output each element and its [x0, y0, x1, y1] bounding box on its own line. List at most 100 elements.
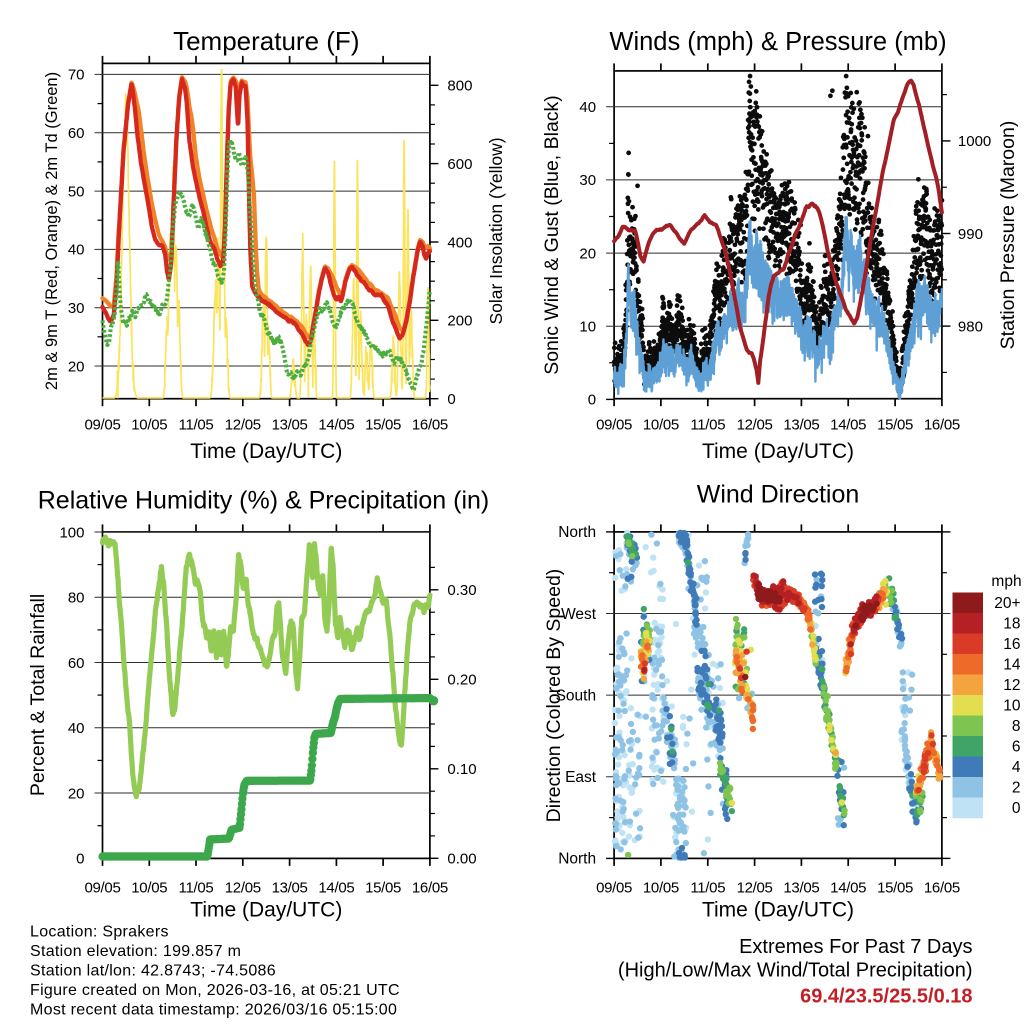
svg-text:Solar Insolation (Yellow): Solar Insolation (Yellow): [486, 137, 506, 324]
svg-text:14/05: 14/05: [830, 417, 866, 434]
svg-text:10: 10: [579, 319, 596, 336]
svg-text:Wind Direction: Wind Direction: [697, 481, 860, 509]
svg-text:0: 0: [447, 391, 455, 408]
svg-text:14/05: 14/05: [318, 417, 354, 434]
svg-text:16/05: 16/05: [412, 879, 448, 896]
svg-text:11/05: 11/05: [179, 879, 214, 896]
svg-text:0: 0: [1012, 800, 1021, 817]
svg-text:200: 200: [447, 313, 472, 330]
svg-text:Temperature (F): Temperature (F): [173, 26, 359, 56]
svg-text:16/05: 16/05: [924, 879, 960, 896]
svg-text:0.00: 0.00: [447, 851, 476, 868]
svg-text:Sonic Wind & Gust (Blue, Black: Sonic Wind & Gust (Blue, Black): [541, 95, 563, 375]
svg-text:13/05: 13/05: [272, 879, 308, 896]
svg-text:North: North: [558, 851, 596, 868]
svg-text:12/05: 12/05: [225, 417, 261, 434]
svg-text:Relative Humidity (%) & Precip: Relative Humidity (%) & Precipitation (i…: [38, 487, 490, 515]
svg-text:100: 100: [59, 524, 84, 541]
svg-text:mph: mph: [991, 573, 1021, 590]
svg-text:Station lat/lon: 42.8743; -74.: Station lat/lon: 42.8743; -74.5086: [30, 963, 276, 980]
svg-text:11/05: 11/05: [690, 417, 725, 434]
svg-text:North: North: [558, 524, 596, 541]
svg-text:Time (Day/UTC): Time (Day/UTC): [702, 899, 854, 922]
svg-text:69.4/23.5/25.5/0.18: 69.4/23.5/25.5/0.18: [800, 985, 972, 1007]
svg-text:20: 20: [579, 245, 596, 262]
svg-text:09/05: 09/05: [84, 879, 120, 896]
svg-text:12/05: 12/05: [737, 417, 773, 434]
svg-text:980: 980: [958, 318, 983, 335]
svg-text:12/05: 12/05: [737, 879, 773, 896]
svg-text:Time (Day/UTC): Time (Day/UTC): [190, 440, 342, 463]
svg-text:60: 60: [68, 125, 85, 142]
svg-text:Most recent data timestamp: 20: Most recent data timestamp: 2026/03/16 0…: [30, 1002, 397, 1019]
svg-text:09/05: 09/05: [596, 879, 632, 896]
svg-text:(High/Low/Max Wind/Total Preci: (High/Low/Max Wind/Total Precipitation): [618, 959, 973, 981]
svg-text:14/05: 14/05: [318, 879, 354, 896]
svg-text:10: 10: [1003, 698, 1021, 715]
svg-text:Station elevation: 199.857 m: Station elevation: 199.857 m: [30, 943, 241, 960]
svg-text:15/05: 15/05: [365, 879, 401, 896]
svg-text:16/05: 16/05: [924, 417, 960, 434]
svg-text:12/05: 12/05: [225, 879, 261, 896]
svg-text:Percent & Total Rainfall: Percent & Total Rainfall: [27, 594, 49, 796]
svg-text:80: 80: [68, 590, 85, 607]
svg-text:600: 600: [447, 156, 472, 173]
svg-text:09/05: 09/05: [84, 417, 120, 434]
svg-text:Figure created on Mon, 2026-03: Figure created on Mon, 2026-03-16, at 05…: [30, 982, 400, 999]
svg-text:Extremes For Past 7 Days: Extremes For Past 7 Days: [739, 936, 972, 958]
svg-text:20: 20: [68, 785, 85, 802]
svg-text:South: South: [556, 687, 597, 704]
svg-text:West: West: [561, 606, 597, 623]
svg-text:0.30: 0.30: [447, 582, 476, 599]
svg-text:1000: 1000: [958, 133, 991, 150]
svg-text:8: 8: [1012, 718, 1021, 735]
svg-text:14: 14: [1003, 657, 1021, 674]
svg-text:Location: Sprakers: Location: Sprakers: [30, 924, 169, 941]
svg-text:10/05: 10/05: [131, 417, 167, 434]
svg-text:16/05: 16/05: [412, 417, 448, 434]
svg-text:40: 40: [68, 720, 85, 737]
svg-text:Direction (Colored By Speed): Direction (Colored By Speed): [543, 569, 565, 823]
svg-text:15/05: 15/05: [877, 879, 913, 896]
svg-text:Time (Day/UTC): Time (Day/UTC): [190, 899, 342, 922]
svg-text:Time (Day/UTC): Time (Day/UTC): [702, 440, 854, 463]
svg-text:10/05: 10/05: [643, 417, 679, 434]
svg-text:0.10: 0.10: [447, 761, 476, 778]
svg-text:2: 2: [1012, 780, 1021, 797]
svg-text:0.20: 0.20: [447, 672, 476, 689]
svg-text:30: 30: [579, 172, 596, 189]
svg-text:30: 30: [68, 300, 85, 317]
svg-text:13/05: 13/05: [783, 879, 819, 896]
svg-text:11/05: 11/05: [690, 879, 725, 896]
svg-text:13/05: 13/05: [783, 417, 819, 434]
svg-text:16: 16: [1003, 636, 1020, 653]
svg-text:20: 20: [68, 358, 85, 375]
svg-text:4: 4: [1012, 759, 1021, 776]
svg-text:6: 6: [1012, 739, 1021, 756]
svg-text:400: 400: [447, 234, 472, 251]
svg-text:13/05: 13/05: [272, 417, 308, 434]
svg-text:70: 70: [68, 67, 85, 84]
svg-text:East: East: [565, 769, 597, 786]
svg-text:Station Pressure (Maroon): Station Pressure (Maroon): [997, 121, 1019, 350]
svg-text:18: 18: [1003, 616, 1020, 633]
svg-text:800: 800: [447, 78, 472, 95]
svg-text:11/05: 11/05: [179, 417, 214, 434]
svg-text:09/05: 09/05: [596, 417, 632, 434]
svg-text:15/05: 15/05: [877, 417, 913, 434]
svg-text:12: 12: [1003, 677, 1020, 694]
svg-text:40: 40: [68, 242, 85, 259]
svg-text:990: 990: [958, 226, 983, 243]
svg-text:20+: 20+: [994, 595, 1020, 612]
svg-text:15/05: 15/05: [365, 417, 401, 434]
svg-text:14/05: 14/05: [830, 879, 866, 896]
svg-text:10/05: 10/05: [643, 879, 679, 896]
svg-text:60: 60: [68, 655, 85, 672]
svg-text:0: 0: [588, 392, 596, 409]
svg-text:50: 50: [68, 183, 85, 200]
svg-text:0: 0: [76, 851, 84, 868]
svg-text:Winds (mph) & Pressure (mb): Winds (mph) & Pressure (mb): [609, 28, 946, 56]
svg-text:10/05: 10/05: [131, 879, 167, 896]
svg-text:40: 40: [579, 99, 596, 116]
svg-text:2m & 9m T (Red, Orange) & 2m T: 2m & 9m T (Red, Orange) & 2m Td (Green): [43, 72, 61, 390]
